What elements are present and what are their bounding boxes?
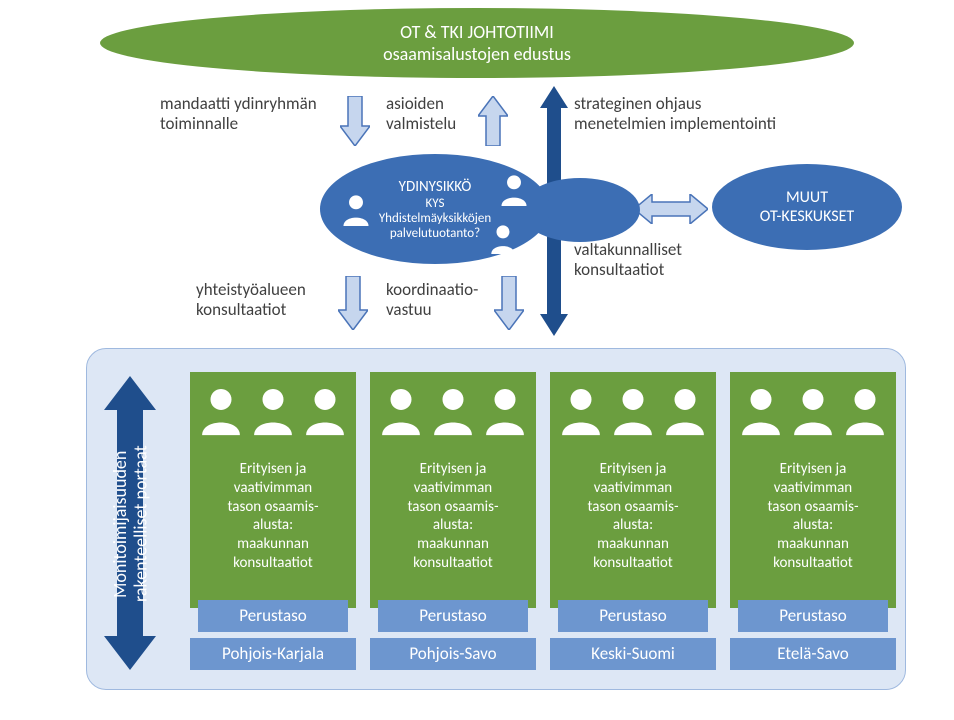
base-level-box: Perustaso bbox=[558, 600, 708, 632]
label-strategic: strateginen ohjaus menetelmien implement… bbox=[574, 94, 776, 135]
base-level-box: Perustaso bbox=[738, 600, 888, 632]
other-centers-ellipse: MUUT OT-KESKUKSET bbox=[712, 164, 902, 250]
platform-text: Erityisen javaativimmantason osaamis-alu… bbox=[370, 460, 536, 573]
person-icon bbox=[664, 386, 706, 436]
base-level-box: Perustaso bbox=[378, 600, 528, 632]
region-name-box: Etelä-Savo bbox=[730, 638, 896, 670]
core-unit-ellipse: YDINYSIKKÖ KYS Yhdistelmäyksikköjen palv… bbox=[320, 154, 550, 264]
region-card: Erityisen javaativimmantason osaamis-alu… bbox=[550, 372, 716, 670]
people-icons bbox=[370, 386, 536, 436]
people-icons bbox=[730, 386, 896, 436]
top-ellipse-line1: OT & TKI JOHTOTIIMI bbox=[400, 21, 554, 43]
label-prep: asioiden valmistelu bbox=[386, 94, 456, 135]
region-name-box: Pohjois-Karjala bbox=[190, 638, 356, 670]
core-line3: Yhdistelmäyksikköjen bbox=[379, 211, 491, 226]
people-icons bbox=[550, 386, 716, 436]
region-card: Erityisen javaativimmantason osaamis-alu… bbox=[370, 372, 536, 670]
region-green-box: Erityisen javaativimmantason osaamis-alu… bbox=[550, 372, 716, 608]
core-line1: YDINYSIKKÖ bbox=[399, 178, 472, 196]
person-icon bbox=[304, 386, 346, 436]
person-icon bbox=[342, 194, 370, 226]
person-icon bbox=[380, 386, 422, 436]
sidebar-text: Monitoimijaisuuden rakenteelliset portaa… bbox=[110, 404, 151, 644]
person-icon bbox=[844, 386, 886, 436]
platform-text: Erityisen javaativimmantason osaamis-alu… bbox=[550, 460, 716, 573]
person-icon bbox=[200, 386, 242, 436]
core-line4: palvelutuotanto? bbox=[390, 226, 480, 241]
label-coord: koordinaatio- vastuu bbox=[386, 280, 478, 321]
top-ellipse-line2: osaamisalustojen edustus bbox=[383, 43, 571, 65]
arrow-horizontal bbox=[634, 194, 708, 224]
label-coop: yhteistyöalueen konsultaatiot bbox=[196, 280, 306, 321]
person-icon bbox=[500, 174, 528, 206]
other-line1: MUUT bbox=[786, 188, 828, 207]
region-green-box: Erityisen javaativimmantason osaamis-alu… bbox=[190, 372, 356, 608]
label-national: valtakunnalliset konsultaatiot bbox=[574, 240, 682, 281]
base-level-box: Perustaso bbox=[198, 600, 348, 632]
person-icon bbox=[490, 224, 516, 254]
person-icon bbox=[792, 386, 834, 436]
other-line2: OT-KESKUKSET bbox=[760, 207, 854, 226]
top-ellipse: OT & TKI JOHTOTIIMI osaamisalustojen edu… bbox=[100, 8, 854, 78]
person-icon bbox=[612, 386, 654, 436]
person-icon bbox=[560, 386, 602, 436]
arrow-prep-up bbox=[478, 96, 508, 146]
arrow-mandate-down bbox=[340, 96, 370, 146]
core-line2: KYS bbox=[426, 196, 445, 211]
person-icon bbox=[740, 386, 782, 436]
region-card: Erityisen javaativimmantason osaamis-alu… bbox=[190, 372, 356, 670]
label-mandate: mandaatti ydinryhmän toiminnalle bbox=[160, 94, 317, 135]
region-name-box: Keski-Suomi bbox=[550, 638, 716, 670]
person-icon bbox=[432, 386, 474, 436]
region-card: Erityisen javaativimmantason osaamis-alu… bbox=[730, 372, 896, 670]
arrow-coord-down bbox=[494, 276, 524, 330]
person-icon bbox=[252, 386, 294, 436]
region-green-box: Erityisen javaativimmantason osaamis-alu… bbox=[370, 372, 536, 608]
platform-text: Erityisen javaativimmantason osaamis-alu… bbox=[190, 460, 356, 573]
person-icon bbox=[484, 386, 526, 436]
platform-text: Erityisen javaativimmantason osaamis-alu… bbox=[730, 460, 896, 573]
region-name-box: Pohjois-Savo bbox=[370, 638, 536, 670]
arrow-coop-down bbox=[338, 276, 368, 330]
region-green-box: Erityisen javaativimmantason osaamis-alu… bbox=[730, 372, 896, 608]
people-icons bbox=[190, 386, 356, 436]
